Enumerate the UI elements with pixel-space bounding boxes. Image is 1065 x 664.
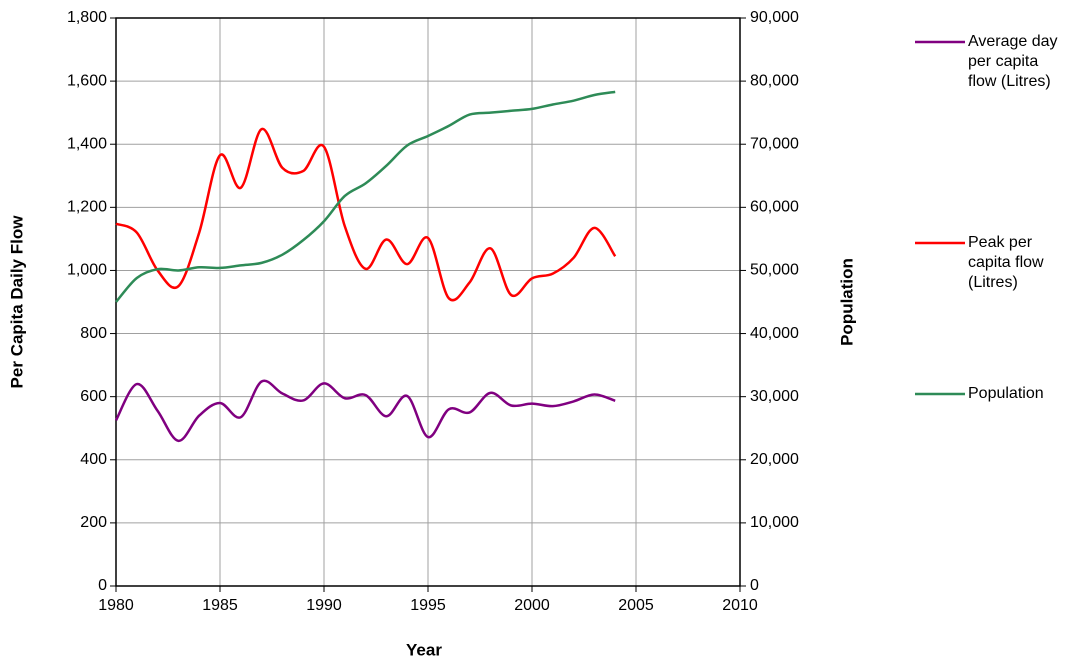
y2-tick-label: 80,000 bbox=[750, 72, 799, 89]
line-series bbox=[114, 379, 616, 443]
x-tick-label: 2010 bbox=[722, 597, 758, 614]
x-tick-label: 1980 bbox=[98, 597, 134, 614]
y2-tick-label: 0 bbox=[750, 577, 759, 594]
y2-tick-label: 40,000 bbox=[750, 325, 799, 342]
y-tick-label: 1,000 bbox=[67, 262, 107, 279]
y-tick-label: 600 bbox=[80, 388, 107, 405]
y2-axis-label: Population bbox=[837, 258, 856, 346]
x-axis-label: Year bbox=[406, 640, 442, 659]
line-series bbox=[115, 90, 616, 303]
y2-tick-label: 10,000 bbox=[750, 514, 799, 531]
y-tick-label: 200 bbox=[80, 514, 107, 531]
x-tick-label: 2000 bbox=[514, 597, 550, 614]
y-tick-label: 800 bbox=[80, 325, 107, 342]
legend-label: Peak per capita flow (Litres) bbox=[968, 234, 1044, 291]
line-series bbox=[115, 127, 617, 302]
x-tick-label: 1995 bbox=[410, 597, 446, 614]
x-tick-label: 1985 bbox=[202, 597, 238, 614]
y2-tick-label: 50,000 bbox=[750, 262, 799, 279]
y-tick-label: 1,600 bbox=[67, 72, 107, 89]
y-tick-label: 0 bbox=[98, 577, 107, 594]
x-tick-label: 2005 bbox=[618, 597, 654, 614]
legend-label: Average day per capita flow (Litres) bbox=[968, 33, 1058, 90]
legend-label: Population bbox=[968, 385, 1044, 402]
x-tick-label: 1990 bbox=[306, 597, 342, 614]
y-tick-label: 400 bbox=[80, 451, 107, 468]
y2-tick-label: 90,000 bbox=[750, 9, 799, 26]
y2-tick-label: 30,000 bbox=[750, 388, 799, 405]
y2-tick-label: 70,000 bbox=[750, 135, 799, 152]
y2-tick-label: 60,000 bbox=[750, 199, 799, 216]
y-axis-label: Per Capita Daily Flow bbox=[7, 215, 26, 389]
y-tick-label: 1,200 bbox=[67, 199, 107, 216]
y-tick-label: 1,400 bbox=[67, 135, 107, 152]
y-tick-label: 1,800 bbox=[67, 9, 107, 26]
y2-tick-label: 20,000 bbox=[750, 451, 799, 468]
